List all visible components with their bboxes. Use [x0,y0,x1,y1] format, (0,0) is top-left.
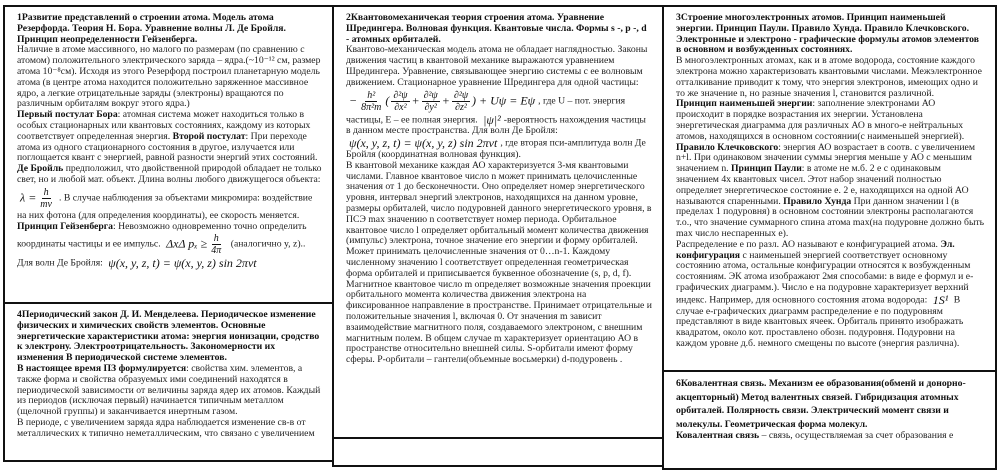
fraction-denominator: ∂y² [424,101,437,113]
bold-term: Принцип Паули [731,163,802,175]
formula-part: + [411,92,420,107]
text-run: с наименьшей энергией соответствует осно… [676,249,974,306]
fraction: ∂²ψ ∂y² [421,89,440,113]
text-run: предположил, что двойственной природой о… [17,163,322,185]
formula-part: λ = [20,190,37,204]
text-run: : энергия АО возрастает в соотв. с увели… [676,141,975,175]
text-run: (аналогично y, z).. Для волн Де Бройля: [17,239,306,269]
section-title: 6Ковалентная связь. Механизм ее образова… [676,378,966,430]
bold-term: Правило Клечковского [676,141,779,153]
text-run: В квантовой механике каждая АО характери… [346,159,652,366]
fraction-numerator: h [41,186,51,199]
section-title: 2Квантовомеханичекая теория строения ато… [346,12,647,45]
fraction: h² 8π²m [359,90,383,113]
section-3-multielectron-atoms: 3Строение многоэлектронных атомов. Принц… [662,5,997,372]
text-run: . В случае наблюдения за объектами микро… [17,192,313,221]
section-6-covalent-bond: 6Ковалентная связь. Механизм ее образова… [662,370,997,470]
fraction: h 4π [209,233,223,256]
section-title: 4Периодический закон Д. И. Менделеева. П… [17,309,320,364]
bold-term: Второй постулат [172,130,246,142]
text-run: В периоде, с увеличением заряда ядра наб… [17,416,315,439]
formula-part: 1S¹ [932,292,949,307]
text-run: : При переходе атома из одного стационар… [17,130,318,164]
bold-term: Правило Хунда [783,195,852,207]
formula-part: |ψ|² [483,112,501,127]
fraction-numerator: ∂²ψ [421,89,440,102]
section-1-atom-structure: 1Развитие представлений о строении атома… [3,5,334,305]
text-run: : свойства хим. элементов, а также форма… [17,362,321,418]
formula: ψ(x, y, z, t) = ψ(x, y, z) sin 2πνt [108,256,257,271]
formula-part: − [349,92,358,107]
fraction-denominator: ∂x² [394,101,407,113]
paragraph: В многоэлектронных атомах, как и в атоме… [676,55,985,99]
fraction-numerator: h² [365,89,378,102]
paragraph: В квантовой механике каждая АО характери… [346,159,652,366]
bold-term: Первый постулат Бора [17,109,118,121]
paragraph: Распределение e по разл. АО называют e к… [676,238,985,350]
text-run: Распределение e по разл. АО называют e к… [676,238,941,250]
formula: 1S¹ [932,292,949,307]
text-run: : в атоме не м.б. 2 e с одинаковым значе… [676,163,969,207]
paragraph: Ковалентная связь – связь, осуществляема… [676,430,985,442]
formula: |ψ|² [483,112,501,127]
bold-term: В настоящее время ПЗ формулируется [17,362,187,374]
text-run: В случае e-графических диаграмм распреде… [676,294,964,349]
text-run: : атомная система может находиться тольк… [17,109,311,142]
fraction: ∂²ψ ∂x² [391,89,410,113]
formula-part: ΔxΔ pₓ ≥ [166,236,208,251]
section-title: 3Строение многоэлектронных атомов. Принц… [676,12,979,56]
section-5-next [332,437,664,467]
text-run: : Невозможно одновременно точно определи… [17,220,307,251]
formula-part: ψ(x, y, z, t) = ψ(x, y, z) sin 2πνt [349,136,498,151]
text-run: При данном значении l (в пределах 1 поду… [676,195,985,239]
text-run: , где вторая пси-амплитуда волн Де Бройл… [346,137,646,160]
paragraph: Принцип Гейзенберга: Невозможно одноврем… [17,220,322,271]
formula-part: ψ(x, y, z, t) = ψ(x, y, z) sin 2πνt [108,256,257,271]
formula: − h² 8π²m(∂²ψ ∂x² + ∂²ψ ∂y² + ∂²ψ ∂z²) + Uψ = Eψ [349,90,535,113]
text-run: -вероятность нахождения частицы в данном… [346,114,646,137]
fraction-numerator: h [211,233,221,246]
text-run: В многоэлектронных атомах, как и в атоме… [676,55,982,99]
formula-part: + [441,92,450,107]
paragraph: В настоящее время ПЗ формулируется: свой… [17,362,322,418]
paragraph: Наличие в атоме массивного, но малого по… [17,44,322,110]
fraction-denominator: ∂z² [455,101,467,113]
bold-term: Эл. конфигурация [676,238,955,261]
formula-part: ) + Uψ = Eψ [472,92,536,107]
formula: ΔxΔ pₓ ≥ h 4π [166,233,225,256]
fraction-denominator: 4π [211,245,222,257]
bold-term: Принцип наименьшей энергии [676,98,813,110]
fraction-numerator: ∂²ψ [391,89,410,102]
formula-part: ( [385,92,390,107]
fraction-numerator: ∂²ψ [451,89,471,102]
formula: ψ(x, y, z, t) = ψ(x, y, z) sin 2πνt [349,136,498,151]
bold-term: Де Бройль [17,163,64,175]
bold-term: Принцип Гейзенберга [17,220,113,232]
paragraph: Де Бройль предположил, что двойственной … [17,163,322,221]
paragraph: В периоде, с увеличением заряда ядра наб… [17,416,322,440]
paragraph: Первый постулат Бора: атомная система мо… [17,109,322,164]
paragraph: Принцип наименьшей энергии: заполнение э… [676,98,985,239]
bold-term: Ковалентная связь [676,430,760,441]
section-title: 1Развитие представлений о строении атома… [17,12,286,45]
fraction-denominator: mv [40,198,52,210]
text-run: Наличие в атоме массивного, но малого по… [17,44,321,110]
fraction: h mv [38,187,54,210]
section-2-quantum-theory: 2Квантовомеханичекая теория строения ато… [332,5,664,439]
paragraph: Квантово-механическая модель атома не об… [346,44,652,160]
text-run: : заполнение электронами АО происходит в… [676,98,965,142]
formula: λ = h mv [20,187,56,210]
fraction: ∂²ψ ∂z² [451,89,471,113]
section-4-periodic-law: 4Периодический закон Д. И. Менделеева. П… [3,302,334,462]
text-run: Квантово-механическая модель атома не об… [346,44,648,88]
text-run: – связь, осуществляемая за счет образова… [759,430,954,441]
fraction-denominator: 8π²m [361,101,382,113]
text-run: , где U – пот. энергия частицы, E – ее п… [346,95,626,126]
